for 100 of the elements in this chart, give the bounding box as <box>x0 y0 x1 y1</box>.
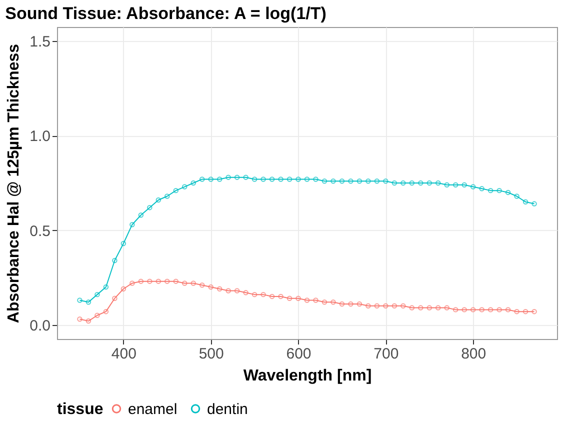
point <box>304 176 310 182</box>
point <box>514 308 520 314</box>
point <box>138 278 144 284</box>
point <box>94 292 100 298</box>
point <box>164 278 170 284</box>
point <box>505 307 511 312</box>
point <box>409 305 415 310</box>
point <box>226 174 231 180</box>
y-tick-label: 1.5 <box>30 34 50 51</box>
point <box>173 188 178 194</box>
point <box>356 301 362 307</box>
point <box>278 294 284 300</box>
point <box>348 301 354 307</box>
point <box>409 180 415 186</box>
point <box>269 176 275 182</box>
point <box>182 280 188 286</box>
point <box>112 296 118 301</box>
point <box>522 199 528 205</box>
x-tick-label: 600 <box>286 346 312 362</box>
point <box>208 284 214 290</box>
point <box>514 194 520 199</box>
point <box>436 180 441 186</box>
point <box>120 286 126 292</box>
point <box>462 307 467 312</box>
point <box>260 292 266 298</box>
point <box>130 280 135 286</box>
point <box>243 290 248 296</box>
point <box>505 190 511 196</box>
point <box>156 278 162 284</box>
legend-label: enamel <box>128 400 178 418</box>
point <box>356 178 362 184</box>
point <box>199 282 205 288</box>
point <box>286 296 292 301</box>
point <box>260 176 266 182</box>
point <box>216 176 222 182</box>
x-axis-title: Wavelength [nm] <box>243 368 372 384</box>
point <box>479 186 484 192</box>
point <box>374 303 380 309</box>
y-axis-title: Absorbance Hal @ 125µm Thickness <box>6 44 23 324</box>
point <box>366 178 371 184</box>
point <box>392 180 398 186</box>
legend-title: tissue <box>57 401 104 418</box>
x-tick-label: 500 <box>198 346 224 362</box>
point <box>138 212 144 218</box>
point <box>348 178 354 184</box>
point <box>313 298 318 303</box>
point <box>199 176 205 182</box>
point <box>522 308 528 314</box>
y-tick-label: 0.5 <box>30 222 50 240</box>
x-tick-label: 400 <box>111 346 136 362</box>
point <box>208 176 214 182</box>
point <box>304 298 310 303</box>
point <box>278 176 284 182</box>
point <box>190 180 196 186</box>
point <box>226 288 231 294</box>
point <box>322 300 328 305</box>
point <box>252 292 258 298</box>
point <box>243 174 248 180</box>
point <box>488 188 494 194</box>
point <box>286 176 292 182</box>
point <box>296 296 301 301</box>
point <box>313 176 318 182</box>
point <box>470 307 476 312</box>
x-tick-label: 800 <box>461 346 486 362</box>
point <box>112 258 118 264</box>
point <box>339 178 345 184</box>
point <box>470 184 476 190</box>
point <box>383 178 388 184</box>
point <box>400 180 406 186</box>
point <box>234 174 240 180</box>
point <box>339 301 345 307</box>
point <box>147 204 152 210</box>
point <box>436 305 441 310</box>
point <box>479 307 484 312</box>
point <box>400 303 406 309</box>
point <box>103 284 109 290</box>
point <box>147 278 152 284</box>
point <box>462 182 467 188</box>
point <box>130 222 135 228</box>
point <box>164 194 170 199</box>
point <box>452 307 458 312</box>
point <box>496 188 502 194</box>
point <box>496 307 502 312</box>
point <box>216 286 222 292</box>
point <box>418 180 424 186</box>
point <box>444 182 450 188</box>
point <box>234 288 240 294</box>
point <box>330 178 336 184</box>
point <box>94 312 100 318</box>
point <box>330 300 336 305</box>
point <box>86 300 92 305</box>
point <box>173 278 178 284</box>
y-tick-label: 0.0 <box>30 317 50 334</box>
x-tick-label: 700 <box>374 346 399 362</box>
point <box>252 176 258 182</box>
y-tick-label: 1.0 <box>30 128 50 146</box>
point <box>383 303 388 309</box>
point <box>296 176 301 182</box>
legend-label: dentin <box>207 400 248 418</box>
point <box>269 294 275 300</box>
